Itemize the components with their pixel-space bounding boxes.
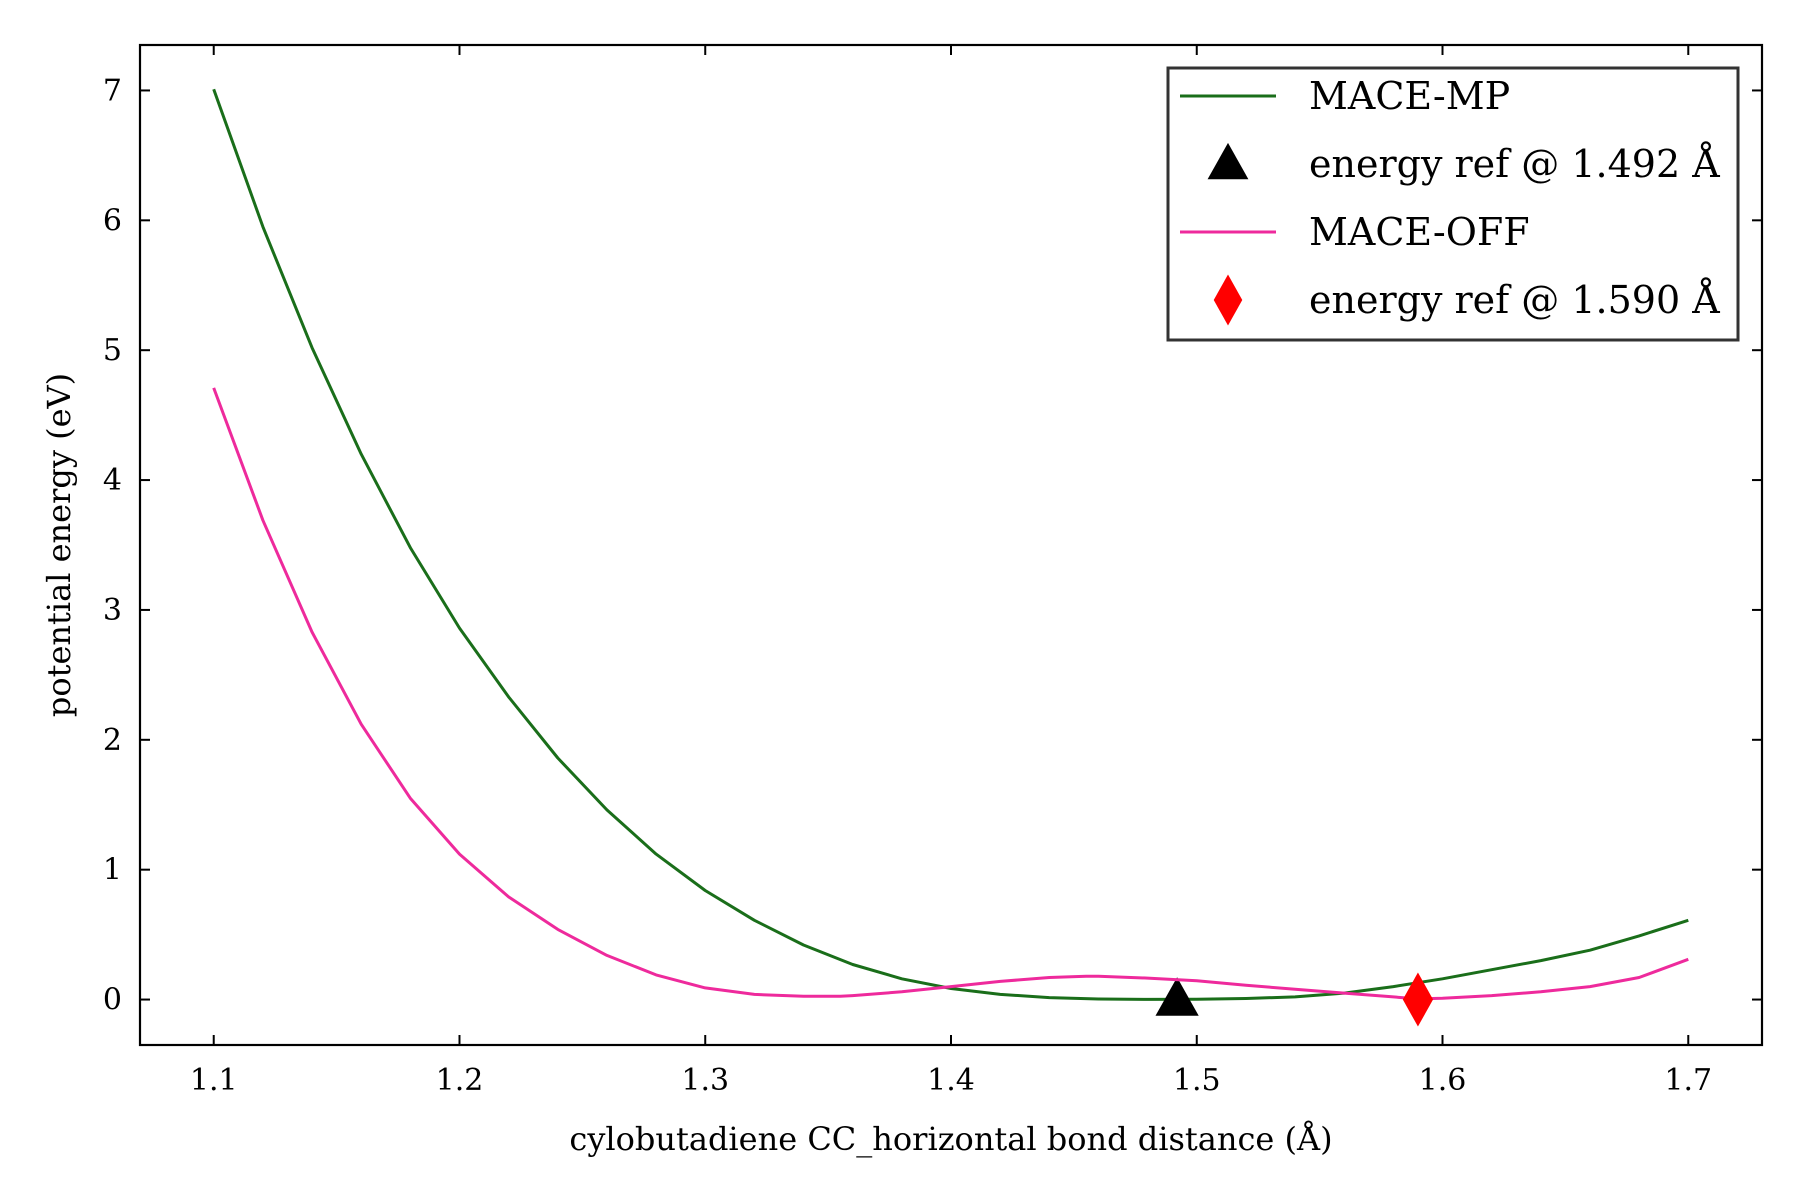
plot-area — [212, 88, 1689, 1027]
x-tick-label: 1.4 — [927, 1063, 975, 1098]
legend-diamond-swatch — [1213, 274, 1243, 326]
legend-entry-label: energy ref @ 1.492 Å — [1309, 142, 1720, 186]
x-tick-label: 1.1 — [190, 1063, 238, 1098]
legend-entry-label: energy ref @ 1.590 Å — [1309, 278, 1720, 322]
y-tick-label: 1 — [103, 853, 122, 888]
y-tick-label: 0 — [103, 983, 122, 1018]
x-axis-ticks: 1.1 1.2 1.3 1.4 1.5 1.6 1.7 — [190, 45, 1712, 1098]
ref-point-triangle — [1155, 977, 1199, 1016]
x-tick-label: 1.5 — [1173, 1063, 1221, 1098]
y-tick-label: 3 — [103, 593, 122, 628]
y-tick-label: 4 — [103, 463, 122, 498]
ref-point-diamond — [1402, 972, 1434, 1027]
x-tick-label: 1.3 — [681, 1063, 729, 1098]
y-axis-label: potential energy (eV) — [40, 373, 78, 717]
legend: MACE-MP energy ref @ 1.492 Å MACE-OFF energ… — [1166, 66, 1740, 342]
x-tick-label: 1.7 — [1664, 1063, 1712, 1098]
y-tick-label: 6 — [103, 203, 122, 238]
y-tick-label: 7 — [103, 73, 122, 108]
x-tick-label: 1.6 — [1419, 1063, 1467, 1098]
y-axis-ticks: 0 1 2 3 4 5 6 7 — [103, 73, 1762, 1018]
legend-triangle-swatch — [1207, 142, 1249, 180]
series-line-mace-mp — [212, 88, 1689, 1001]
x-tick-label: 1.2 — [436, 1063, 484, 1098]
y-tick-label: 2 — [103, 723, 122, 758]
y-tick-label: 5 — [103, 333, 122, 368]
legend-entry-label: MACE-OFF — [1309, 210, 1530, 254]
legend-entry-label: MACE-MP — [1309, 74, 1510, 118]
legend-box — [1166, 66, 1740, 342]
x-axis-label: cylobutadiene CC_horizontal bond distanc… — [569, 1120, 1332, 1158]
